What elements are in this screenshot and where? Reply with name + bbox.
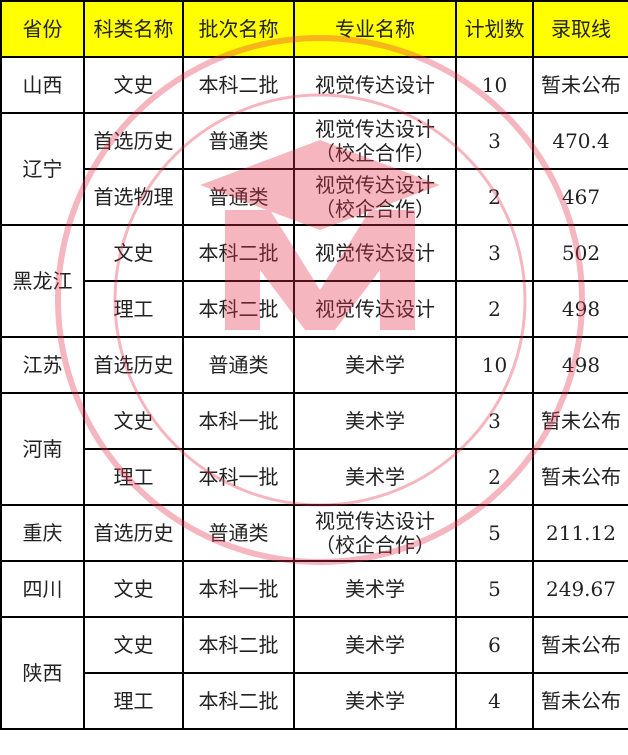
table-row: 四川 文史 本科一批 美术学 5 249.67 bbox=[0, 560, 628, 618]
table-body: 山西 文史 本科二批 视觉传达设计 10 暂未公布 辽宁 首选历史 普通类 视觉传达设计 （校企合… bbox=[0, 56, 628, 730]
plan-cell: 2 bbox=[455, 168, 534, 226]
score-cell: 211.12 bbox=[532, 504, 628, 562]
category-cell: 理工 bbox=[83, 448, 184, 506]
major-cell: 视觉传达设计 （校企合作） bbox=[293, 168, 457, 226]
score-cell: 暂未公布 bbox=[532, 448, 628, 506]
admission-table: 省份 科类名称 批次名称 专业名称 计划数 录取线 山西 文史 本科二批 视觉传达设计… bbox=[0, 0, 628, 730]
table-row: 山西 文史 本科二批 视觉传达设计 10 暂未公布 bbox=[0, 56, 628, 114]
plan-cell: 5 bbox=[455, 560, 534, 618]
table-row: 重庆 首选历史 普通类 视觉传达设计 （校企合作） 5 211.12 bbox=[0, 504, 628, 562]
plan-cell: 2 bbox=[455, 448, 534, 506]
score-cell: 502 bbox=[532, 224, 628, 282]
table-row: 陕西 文史 本科二批 美术学 6 暂未公布 bbox=[0, 616, 628, 730]
batch-cell: 本科二批 bbox=[182, 224, 295, 282]
batch-cell: 普通类 bbox=[182, 336, 295, 394]
province-cell: 江苏 bbox=[0, 336, 85, 394]
category-cell: 首选历史 bbox=[83, 336, 184, 394]
major-cell: 视觉传达设计 bbox=[293, 280, 457, 338]
header-plan: 计划数 bbox=[455, 0, 534, 58]
plan-cell: 5 bbox=[455, 504, 534, 562]
batch-cell: 普通类 bbox=[182, 112, 295, 170]
category-cell: 文史 bbox=[83, 392, 184, 450]
header-major: 专业名称 bbox=[293, 0, 457, 58]
header-province: 省份 bbox=[0, 0, 85, 58]
plan-cell: 10 bbox=[455, 336, 534, 394]
category-cell: 文史 bbox=[83, 224, 184, 282]
plan-cell: 3 bbox=[455, 224, 534, 282]
category-cell: 文史 bbox=[83, 56, 184, 114]
batch-cell: 本科一批 bbox=[182, 560, 295, 618]
table-row: 河南 文史 本科一批 美术学 3 暂未公布 bbox=[0, 392, 628, 506]
plan-cell: 4 bbox=[455, 672, 534, 730]
major-cell: 美术学 bbox=[293, 336, 457, 394]
plan-cell: 2 bbox=[455, 280, 534, 338]
header-category: 科类名称 bbox=[83, 0, 184, 58]
province-cell: 辽宁 bbox=[0, 112, 85, 226]
header-score: 录取线 bbox=[532, 0, 628, 58]
score-cell: 249.67 bbox=[532, 560, 628, 618]
table-row: 辽宁 首选历史 普通类 视觉传达设计 （校企合作） 3 470.4 bbox=[0, 112, 628, 226]
province-cell: 黑龙江 bbox=[0, 224, 85, 338]
province-cell: 陕西 bbox=[0, 616, 85, 730]
table-row: 黑龙江 文史 本科二批 视觉传达设计 3 502 bbox=[0, 224, 628, 338]
plan-cell: 6 bbox=[455, 616, 534, 674]
category-cell: 文史 bbox=[83, 560, 184, 618]
batch-cell: 本科二批 bbox=[182, 672, 295, 730]
batch-cell: 本科一批 bbox=[182, 392, 295, 450]
plan-cell: 3 bbox=[455, 392, 534, 450]
batch-cell: 本科二批 bbox=[182, 280, 295, 338]
header-row: 省份 科类名称 批次名称 专业名称 计划数 录取线 bbox=[0, 0, 628, 58]
major-cell: 美术学 bbox=[293, 616, 457, 674]
major-cell: 视觉传达设计 bbox=[293, 56, 457, 114]
score-cell: 467 bbox=[532, 168, 628, 226]
score-cell: 498 bbox=[532, 336, 628, 394]
score-cell: 498 bbox=[532, 280, 628, 338]
plan-cell: 10 bbox=[455, 56, 534, 114]
province-cell: 河南 bbox=[0, 392, 85, 506]
batch-cell: 本科二批 bbox=[182, 56, 295, 114]
score-cell: 暂未公布 bbox=[532, 392, 628, 450]
table-row: 理工 本科二批 美术学 4 暂未公布 bbox=[1, 672, 628, 730]
major-cell: 美术学 bbox=[293, 392, 457, 450]
table-row: 首选物理 普通类 视觉传达设计 （校企合作） 2 467 bbox=[1, 168, 628, 226]
score-cell: 暂未公布 bbox=[532, 56, 628, 114]
batch-cell: 本科二批 bbox=[182, 616, 295, 674]
province-cell: 重庆 bbox=[0, 504, 85, 562]
province-cell: 四川 bbox=[0, 560, 85, 618]
major-cell: 美术学 bbox=[293, 672, 457, 730]
major-cell: 视觉传达设计 （校企合作） bbox=[293, 504, 457, 562]
batch-cell: 普通类 bbox=[182, 168, 295, 226]
category-cell: 首选历史 bbox=[83, 504, 184, 562]
major-cell: 视觉传达设计 （校企合作） bbox=[293, 112, 457, 170]
table-row: 理工 本科二批 视觉传达设计 2 498 bbox=[1, 280, 628, 338]
major-cell: 美术学 bbox=[293, 448, 457, 506]
major-cell: 美术学 bbox=[293, 560, 457, 618]
category-cell: 首选历史 bbox=[83, 112, 184, 170]
category-cell: 理工 bbox=[83, 672, 184, 730]
category-cell: 文史 bbox=[83, 616, 184, 674]
batch-cell: 普通类 bbox=[182, 504, 295, 562]
table-row: 理工 本科一批 美术学 2 暂未公布 bbox=[1, 448, 628, 506]
header-batch: 批次名称 bbox=[182, 0, 295, 58]
batch-cell: 本科一批 bbox=[182, 448, 295, 506]
score-cell: 暂未公布 bbox=[532, 616, 628, 674]
table-row: 江苏 首选历史 普通类 美术学 10 498 bbox=[0, 336, 628, 394]
category-cell: 首选物理 bbox=[83, 168, 184, 226]
category-cell: 理工 bbox=[83, 280, 184, 338]
major-cell: 视觉传达设计 bbox=[293, 224, 457, 282]
score-cell: 470.4 bbox=[532, 112, 628, 170]
score-cell: 暂未公布 bbox=[532, 672, 628, 730]
plan-cell: 3 bbox=[455, 112, 534, 170]
province-cell: 山西 bbox=[0, 56, 85, 114]
